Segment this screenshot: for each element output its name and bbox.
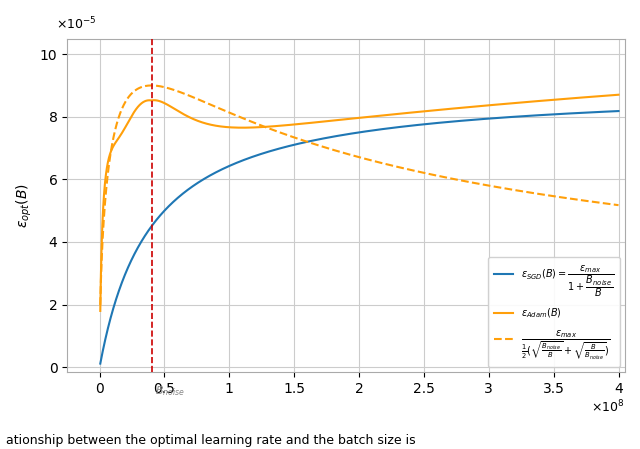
Text: ationship between the optimal learning rate and the batch size is: ationship between the optimal learning r… [6,434,416,447]
Text: $\times 10^{-5}$: $\times 10^{-5}$ [56,15,97,32]
Text: $B_{noise}$: $B_{noise}$ [156,384,186,398]
Text: $\times 10^{8}$: $\times 10^{8}$ [591,398,625,415]
Legend: $\varepsilon_{SGD}(B) = \dfrac{\varepsilon_{max}}{1+\dfrac{B_{noise}}{B}}$, $\va: $\varepsilon_{SGD}(B) = \dfrac{\varepsil… [488,257,620,367]
Y-axis label: $\varepsilon_{opt}(B)$: $\varepsilon_{opt}(B)$ [15,183,35,228]
